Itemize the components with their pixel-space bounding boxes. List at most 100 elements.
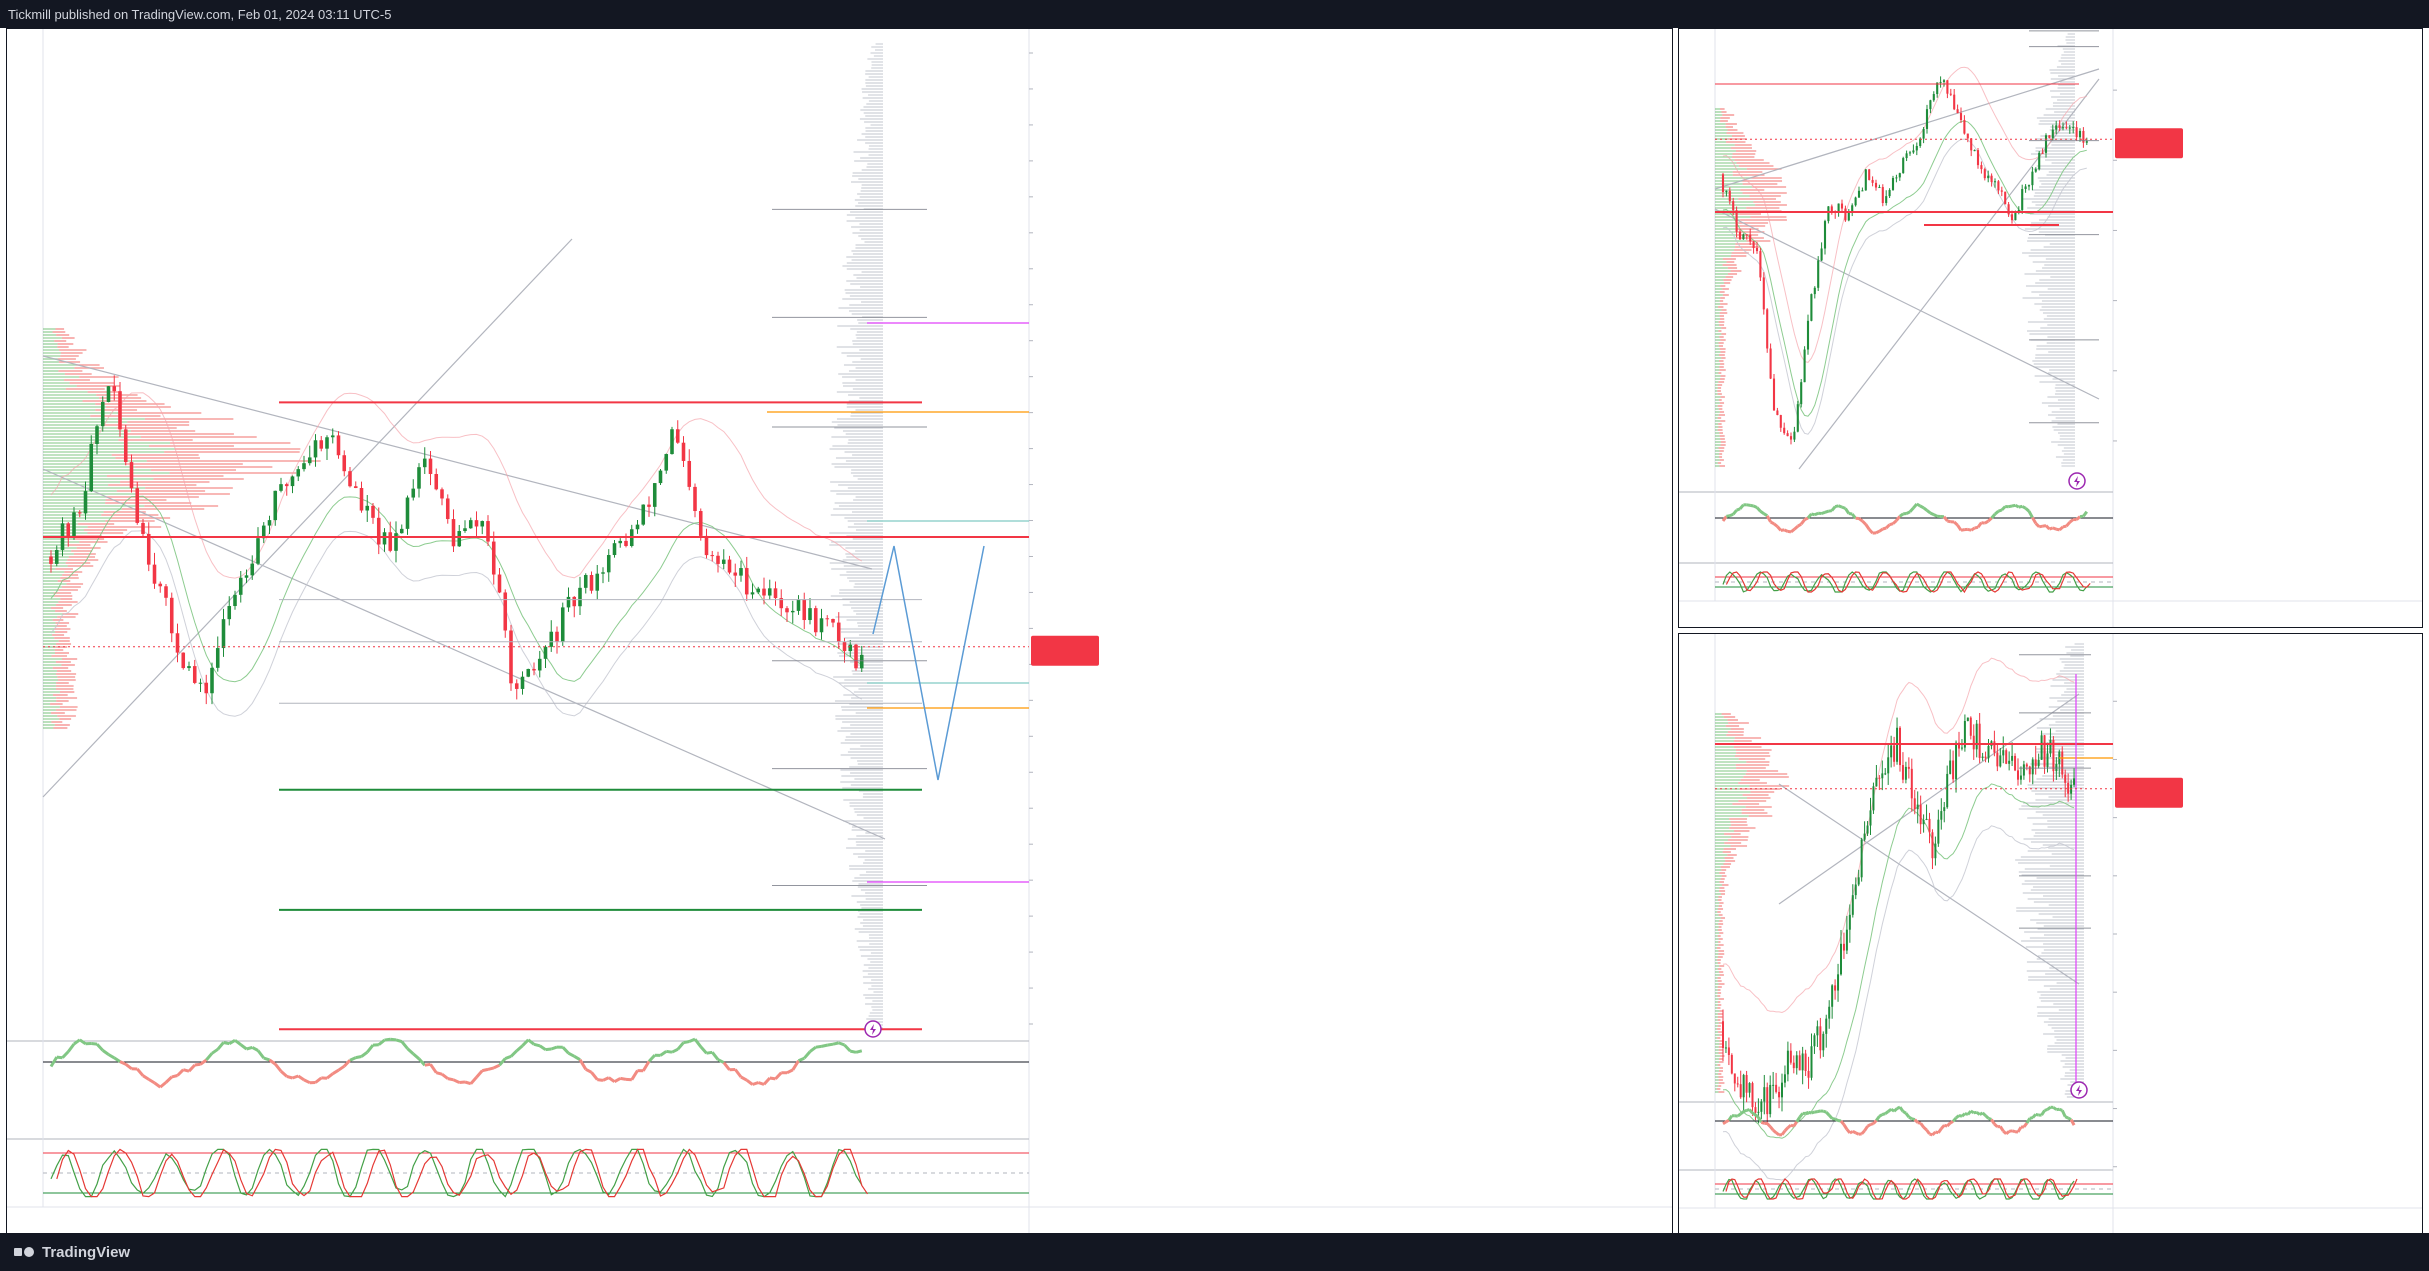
weekly-candle [1942,80,1946,82]
weekly-candle [1759,251,1762,278]
main-trend-line [42,468,886,840]
main-candle [83,491,88,514]
weekly-osc-line [1942,515,1949,522]
daily-osc-line [1935,1130,1939,1135]
main-osc-line [561,1046,570,1055]
main-candle [762,588,766,596]
weekly-osc-line [2014,503,2020,509]
weekly-osc-line [1746,503,1751,507]
weekly-candle [1762,277,1765,310]
weekly-chart-panel[interactable] [1678,28,2423,628]
weekly-candle [1949,93,1952,95]
daily-candle [2046,753,2049,767]
weekly-candle [2000,190,2003,192]
daily-chart[interactable] [1679,634,2422,1234]
main-candle [831,619,835,623]
daily-candle [1842,943,1845,951]
daily-candle [2008,760,2011,764]
daily-osc-line [1925,1129,1931,1135]
main-candle [296,469,301,477]
main-osc-line [95,1043,104,1052]
main-candle [451,519,456,547]
weekly-osc-line [1926,509,1932,515]
main-osc-line [613,1077,622,1084]
main-candle [382,532,387,545]
weekly-candle [2048,135,2051,138]
main-osc-line [642,1060,651,1072]
main-candle [606,555,611,573]
main-candle [514,683,519,689]
daily-osc-line [1727,1114,1734,1121]
daily-osc-line [1839,1120,1846,1126]
main-candle [250,563,255,576]
daily-osc-line [2067,1116,2072,1121]
daily-candle [1907,766,1910,769]
weekly-candle [1980,165,1983,170]
daily-osc-line [2022,1122,2029,1128]
weekly-osc-line [1776,525,1782,532]
main-candle [261,525,266,539]
daily-osc-line [1792,1120,1799,1128]
weekly-candle [1987,175,1990,179]
weekly-osc-line [2055,527,2060,532]
weekly-osc-line [1773,522,1779,528]
daily-candle [1996,752,1999,767]
main-osc-line [67,1043,76,1053]
main-osc-line [355,1055,362,1060]
daily-osc-line [1852,1130,1857,1135]
main-osc-line [194,1062,201,1067]
daily-candle [1789,1050,1792,1063]
main-candle [474,520,479,527]
daily-candle [1872,786,1875,811]
main-candle [106,386,111,402]
weekly-osc-line [1990,513,1997,519]
main-osc-line [843,1043,852,1053]
weekly-osc-line [1885,523,1891,530]
main-candle [135,488,140,523]
main-candle [641,504,646,525]
daily-osc-line [2008,1129,2013,1133]
main-candle [169,597,174,634]
daily-candle [1934,843,1937,859]
main-candle [445,498,450,520]
daily-osc-line [1949,1120,1954,1125]
weekly-candle [1823,221,1827,249]
weekly-candle [1976,150,1980,166]
main-chart-panel[interactable] [6,28,1673,1235]
daily-osc-line [1783,1126,1789,1132]
main-osc-line [435,1071,443,1076]
main-osc-line [791,1060,800,1071]
main-candle [825,618,830,620]
daily-candle [2052,739,2055,772]
main-osc-line [722,1061,731,1071]
daily-osc-line [1955,1114,1960,1119]
daily-candle [1848,914,1851,930]
main-candle [284,484,289,487]
main-osc-line [239,1043,248,1051]
daily-candle [1727,1047,1730,1055]
main-candle [394,533,398,551]
weekly-candle [1881,187,1884,204]
weekly-candle [1932,94,1935,101]
main-osc-line [469,1076,478,1085]
daily-chart-panel[interactable] [1678,633,2423,1235]
weekly-chart[interactable] [1679,29,2422,627]
daily-candle [1795,1055,1798,1069]
daily-osc-line [1748,1108,1754,1115]
daily-candle [2049,739,2052,754]
weekly-osc-line [2065,521,2071,528]
weekly-candle [2027,185,2031,187]
main-osc-line [809,1046,817,1053]
main-osc-line [585,1067,593,1074]
weekly-candle [2068,127,2071,129]
tradingview-logo[interactable]: TradingView [14,1244,130,1261]
main-osc-line [61,1050,70,1059]
weekly-osc-line [1987,516,1993,523]
daily-osc-line [2064,1115,2069,1120]
main-candle [497,574,502,593]
daily-candle [1975,723,1978,750]
daily-osc-line [1751,1111,1757,1117]
main-chart[interactable] [7,29,1672,1234]
daily-candle [1733,1073,1736,1084]
main-osc-line [187,1063,196,1073]
